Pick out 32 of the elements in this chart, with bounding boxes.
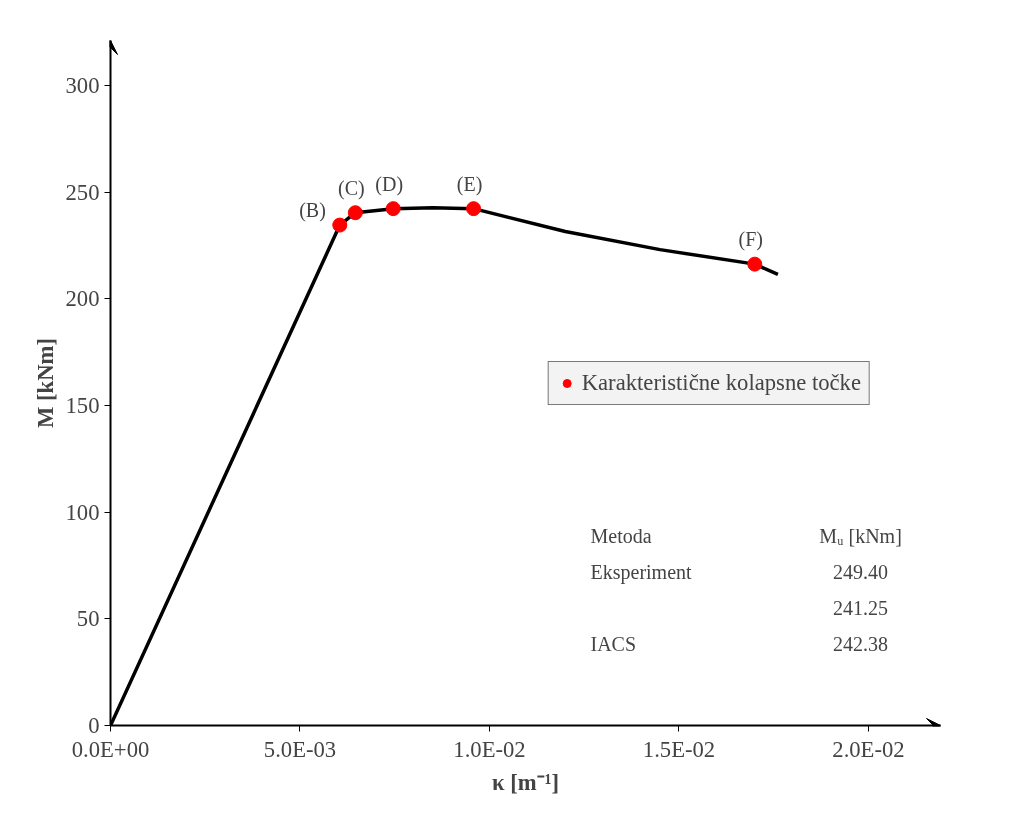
annotation: (D) <box>375 172 404 196</box>
annotation: 242.38 <box>833 632 888 655</box>
annotation: 249.40 <box>833 560 888 583</box>
y-tick-label: 200 <box>65 286 100 312</box>
annotation: (B) <box>299 199 326 223</box>
annotation: (E) <box>456 172 483 196</box>
annotation: IACS <box>590 632 637 655</box>
annotation: 241.25 <box>833 596 888 619</box>
y-tick-label: 150 <box>65 392 100 418</box>
annotation: (F) <box>738 228 764 252</box>
y-tick-label: 300 <box>65 72 100 98</box>
x-tick-label: 2.0E-02 <box>832 736 905 762</box>
annotation: (C) <box>338 176 365 200</box>
point <box>385 201 401 217</box>
y-axis-title: M [kNm] <box>32 338 58 428</box>
point <box>332 217 348 233</box>
x-tick-label: 5.0E-03 <box>263 736 337 762</box>
x-tick-label: 0.0E+00 <box>71 736 150 762</box>
x-tick-label: 1.0E-02 <box>453 736 526 762</box>
y-tick-label: 0 <box>88 713 100 738</box>
y-tick-label: 50 <box>76 606 100 632</box>
annotation: Mᵤ [kNm] <box>819 524 902 547</box>
point <box>466 201 482 217</box>
point <box>347 205 363 221</box>
point <box>747 256 763 272</box>
y-tick-label: 100 <box>65 499 100 525</box>
x-tick-label: 1.5E-02 <box>642 736 716 762</box>
annotation: Eksperiment <box>590 560 693 584</box>
annotation: Metoda <box>590 524 652 547</box>
x-axis-title: κ [m⁻¹] <box>492 769 559 795</box>
y-tick-label: 250 <box>65 179 100 205</box>
legend-label: Karakteristične kolapsne točke <box>581 369 861 396</box>
